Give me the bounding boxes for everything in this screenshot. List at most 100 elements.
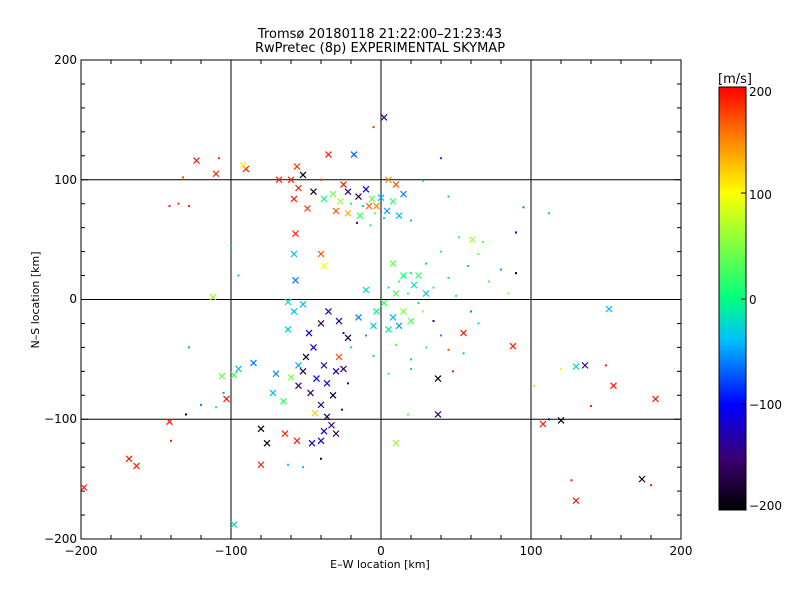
data-point [440,334,442,337]
data-point [356,212,364,220]
data-point [374,212,376,215]
data-point [344,209,352,217]
data-point [398,280,400,283]
y-tick-label: 200 [54,53,77,67]
data-point [515,231,517,234]
data-point [455,294,457,297]
data-point [287,463,289,466]
data-point [223,395,230,403]
data-point [257,425,265,433]
colorbar-tick-label: 200 [749,85,772,99]
colorbar: [m/s] 200 100 0 −100 −200 [718,72,782,513]
data-point [387,372,390,375]
data-point [230,244,232,247]
data-point [389,197,397,205]
x-axis-label: E–W location [km] [330,558,430,571]
y-axis-label: N–S location [km] [29,251,42,348]
x-tick-label: 100 [520,544,543,558]
data-point [166,418,173,426]
data-point [400,190,407,198]
data-point [368,195,376,203]
data-point [350,202,352,205]
data-point [284,326,292,333]
plot-area [80,59,682,540]
data-point [299,171,307,179]
data-point [370,322,377,330]
colorbar-ticks [741,86,746,510]
data-point [400,272,407,279]
data-point [410,219,412,222]
axis-ticks [80,59,682,540]
data-point [182,176,184,179]
data-point [200,403,202,406]
data-point [650,484,652,487]
data-point [395,212,403,220]
data-point [410,358,412,361]
colorbar-tick-label: 0 [749,293,757,307]
data-point [652,395,659,403]
data-point [395,344,397,347]
data-point [328,421,335,429]
data-point [422,310,424,313]
data-point [467,264,469,267]
data-point [380,114,388,121]
data-point [392,181,400,188]
data-point [311,409,319,417]
data-point [287,176,295,184]
data-point [323,379,331,387]
data-point [395,322,403,330]
data-point [572,497,580,505]
data-point [295,382,302,390]
data-point [320,361,328,369]
data-point [422,179,424,182]
data-point [362,185,370,193]
data-point [373,308,380,315]
data-point [470,310,472,313]
data-point [332,430,340,438]
data-point [482,241,484,244]
data-point [325,308,332,315]
data-point [362,205,364,208]
data-point [383,207,391,215]
y-tick-label: 0 [69,292,77,306]
data-point [410,367,412,370]
data-point [410,281,418,289]
data-point [610,382,617,390]
data-point [344,334,352,342]
colorbar-label: [m/s] [718,72,752,87]
data-point [320,178,322,181]
x-tick-label: −100 [215,544,248,558]
data-point [385,176,392,184]
data-point [317,250,325,258]
data-point [347,382,349,385]
data-point [415,272,422,279]
data-point [590,405,592,408]
data-point [341,408,343,411]
data-point [383,217,385,220]
data-point [299,367,307,375]
y-tick-labels: −200 −100 0 100 200 [44,53,77,546]
data-point [269,389,277,397]
data-point [477,322,480,325]
data-point [344,188,352,196]
data-point [440,250,442,253]
data-point [458,236,460,239]
x-tick-label: −200 [65,544,98,558]
data-point [332,367,340,375]
data-point [177,202,180,205]
data-point [400,308,407,315]
data-point [185,413,187,416]
data-point [292,276,299,284]
data-point [460,329,467,337]
data-point [332,207,340,215]
data-point [292,230,299,238]
data-point [212,170,220,178]
data-point [507,292,510,295]
data-point [570,479,573,482]
data-point [462,352,465,355]
data-point [275,176,283,184]
data-point [581,361,589,369]
data-point [447,348,450,351]
data-point [392,290,400,297]
data-point [305,329,313,337]
